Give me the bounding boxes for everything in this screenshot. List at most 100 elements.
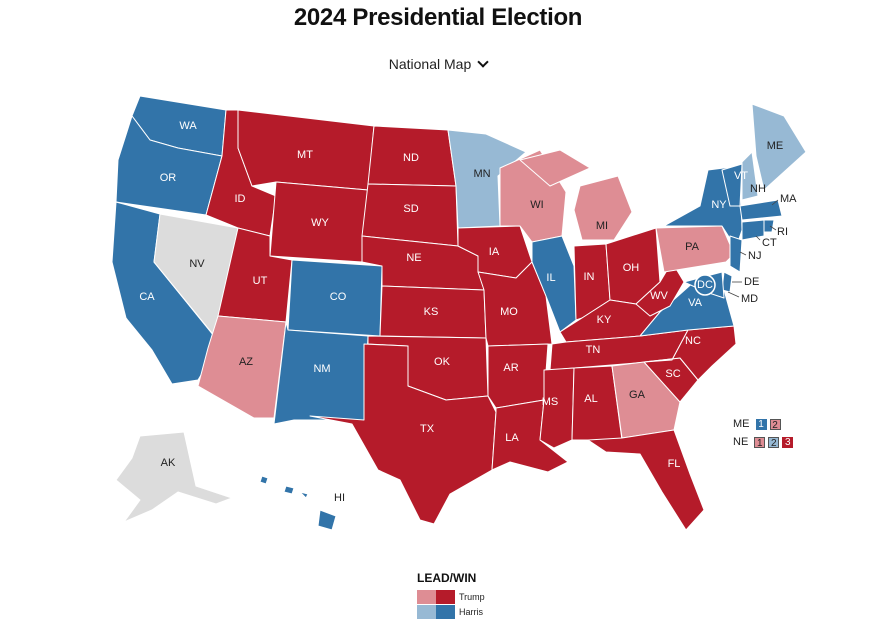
state-label-ut: UT (253, 275, 268, 287)
legend-row-harris: Harris (417, 604, 485, 619)
state-label-ga: GA (629, 389, 646, 401)
state-nh[interactable] (741, 151, 759, 201)
state-label-ca: CA (139, 291, 155, 303)
state-ct[interactable] (741, 219, 765, 241)
state-label-nj: NJ (748, 250, 761, 262)
state-label-ky: KY (597, 314, 612, 326)
state-ny[interactable] (663, 165, 743, 249)
labels-layer: WA OR CA NV ID MT WY UT AZ CO NM ND SD NE KS OK TX MN IA MO… (139, 120, 797, 504)
state-label-hi: HI (334, 492, 345, 504)
state-ar[interactable] (487, 343, 549, 409)
states-layer (111, 95, 807, 531)
legend-entry-label: Harris (459, 606, 483, 617)
leader-line-ri (769, 225, 777, 231)
state-label-vt: VT (734, 170, 748, 182)
map-view-label: National Map (388, 56, 472, 72)
legend-entry-label: Trump (459, 591, 485, 602)
state-dc[interactable] (694, 274, 716, 296)
state-tx[interactable] (309, 343, 497, 525)
map-view-select[interactable]: National Map (0, 56, 876, 72)
state-label-ak: AK (161, 457, 176, 469)
state-ri[interactable] (763, 219, 775, 233)
state-label-mt: MT (297, 149, 313, 161)
state-label-ny: NY (711, 199, 727, 211)
state-label-ma: MA (780, 193, 797, 205)
page-title: 2024 Presidential Election (293, 4, 583, 31)
state-ga[interactable] (611, 361, 681, 439)
state-label-ct: CT (762, 237, 777, 249)
state-label-co: CO (330, 291, 347, 303)
district-state-label: NE (733, 436, 749, 448)
state-label-sc: SC (665, 368, 680, 380)
state-label-wi: WI (530, 199, 543, 211)
district-box-ne-2[interactable]: 2 (768, 436, 780, 449)
state-label-ok: OK (434, 356, 451, 368)
state-label-in: IN (584, 271, 595, 283)
leader-line-ma (771, 199, 779, 206)
state-label-wa: WA (179, 120, 197, 132)
legend-win-swatch (436, 604, 455, 619)
state-mn[interactable] (447, 129, 527, 229)
state-label-nd: ND (403, 152, 419, 164)
state-sd[interactable] (361, 183, 459, 247)
legend: LEAD/WIN Trump Harris (417, 571, 485, 619)
state-label-la: LA (505, 432, 519, 444)
state-label-mi: MI (596, 220, 608, 232)
state-label-nv: NV (189, 258, 205, 270)
state-label-al: AL (584, 393, 597, 405)
state-label-tx: TX (420, 423, 435, 435)
legend-lead-swatch (417, 604, 436, 619)
state-label-dc: DC (697, 279, 713, 291)
state-label-mo: MO (500, 306, 518, 318)
state-label-sd: SD (403, 203, 418, 215)
leader-line-ct (755, 235, 761, 241)
state-nj[interactable] (729, 235, 743, 273)
state-label-or: OR (160, 172, 177, 184)
district-row-me: ME 1 2 (733, 418, 781, 431)
state-label-id: ID (235, 193, 246, 205)
district-state-label: ME (733, 418, 750, 430)
state-label-nh: NH (750, 183, 766, 195)
district-box-ne-1[interactable]: 1 (754, 436, 766, 449)
legend-row-trump: Trump (417, 589, 485, 604)
state-label-ia: IA (489, 246, 500, 258)
state-label-mn: MN (473, 168, 490, 180)
legend-win-swatch (436, 589, 455, 604)
state-label-wv: WV (650, 290, 668, 302)
state-label-il: IL (546, 272, 555, 284)
state-hi[interactable] (259, 475, 337, 531)
state-ms[interactable] (539, 367, 575, 449)
state-label-ar: AR (503, 362, 518, 374)
state-label-ri: RI (777, 226, 788, 238)
state-label-me: ME (767, 140, 784, 152)
state-label-md: MD (741, 293, 758, 305)
district-box-ne-3[interactable]: 3 (782, 436, 794, 448)
state-label-pa: PA (685, 241, 700, 253)
state-label-ms: MS (542, 396, 559, 408)
district-box-me-1[interactable]: 1 (755, 418, 767, 430)
district-box-me-2[interactable]: 2 (769, 418, 781, 431)
state-label-oh: OH (623, 262, 640, 274)
state-ma[interactable] (739, 199, 783, 221)
district-row-ne: NE 1 2 3 (733, 436, 794, 449)
state-label-nc: NC (685, 335, 701, 347)
state-label-wy: WY (311, 217, 329, 229)
legend-title: LEAD/WIN (417, 571, 477, 585)
state-ak[interactable] (115, 431, 233, 523)
state-me[interactable] (751, 103, 807, 191)
state-label-ks: KS (424, 306, 439, 318)
state-il[interactable] (531, 235, 577, 333)
state-mi[interactable] (519, 149, 633, 241)
leader-line-nj (739, 251, 747, 256)
state-label-de: DE (744, 276, 759, 288)
state-label-tn: TN (586, 344, 601, 356)
leader-line-md (727, 291, 740, 298)
state-fl[interactable] (587, 429, 705, 531)
state-label-az: AZ (239, 356, 253, 368)
state-label-nm: NM (313, 363, 330, 375)
legend-lead-swatch (417, 589, 436, 604)
state-label-fl: FL (668, 458, 681, 470)
state-label-va: VA (688, 297, 703, 309)
state-label-ne: NE (406, 252, 421, 264)
